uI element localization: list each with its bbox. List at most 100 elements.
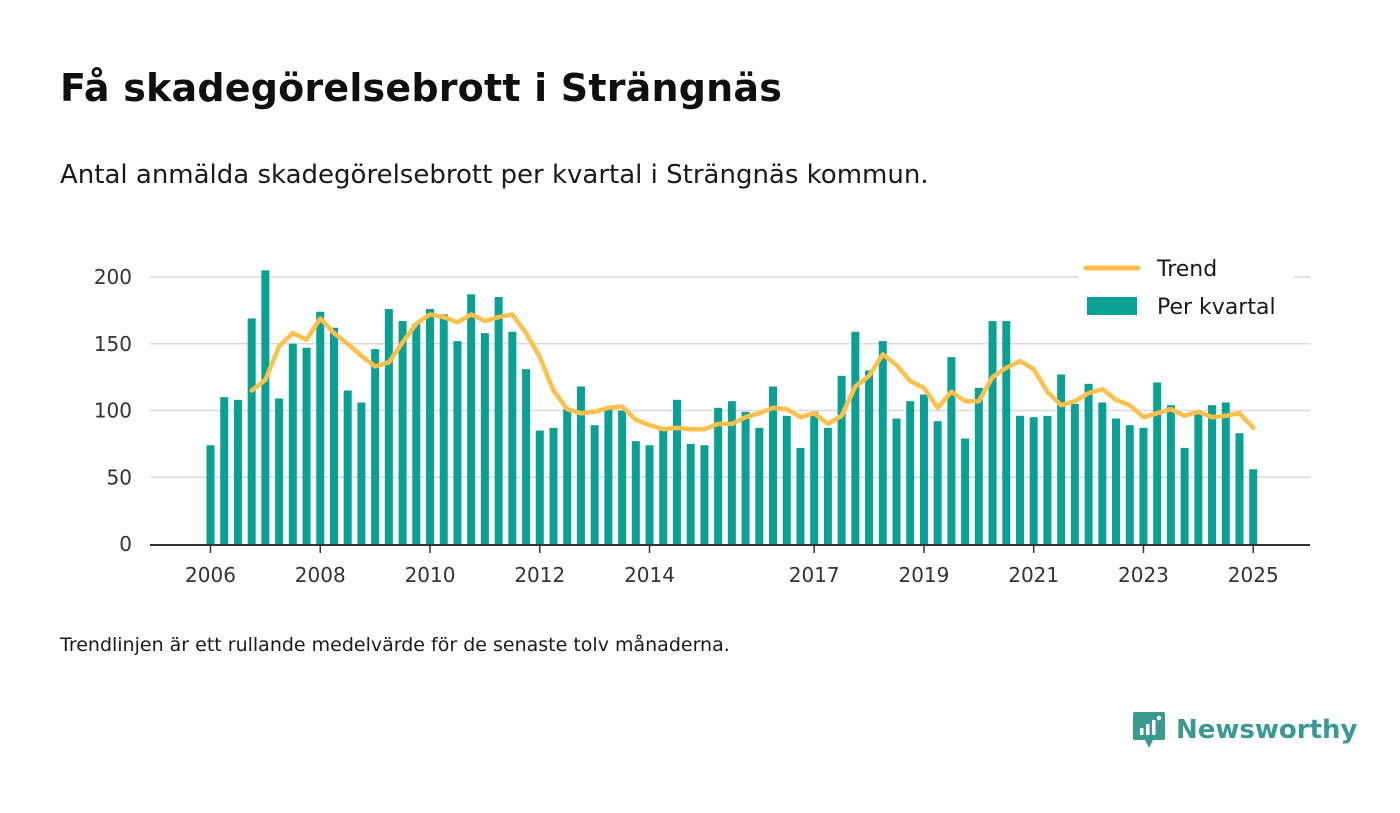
axes: 0 50 100 150 200 2006 2008 2010 2012 2014 2017 2019… — [94, 265, 1310, 587]
bar — [961, 438, 970, 544]
bar — [1180, 447, 1189, 544]
bar — [535, 430, 544, 544]
bar — [480, 333, 489, 544]
legend-bars-label: Per kvartal — [1157, 295, 1276, 320]
newsworthy-logo-icon — [1133, 712, 1165, 748]
bar — [727, 401, 736, 544]
bar — [659, 430, 668, 544]
bar — [796, 447, 805, 544]
bar — [769, 386, 778, 544]
bar — [247, 318, 256, 544]
x-tick-label: 2008 — [295, 563, 346, 587]
bar — [494, 297, 503, 544]
bar — [631, 441, 640, 544]
bar — [1249, 469, 1258, 544]
bar — [823, 427, 832, 544]
bar — [604, 409, 613, 544]
bar — [357, 402, 366, 544]
bar — [384, 309, 393, 544]
bar — [906, 401, 915, 544]
brand: Newsworthy — [1132, 710, 1357, 750]
bar — [1098, 402, 1107, 544]
bar — [1125, 425, 1134, 544]
bar — [741, 411, 750, 544]
bar — [1084, 383, 1093, 544]
x-tick-label: 2017 — [789, 563, 840, 587]
bar — [1139, 427, 1148, 544]
bar — [412, 323, 421, 544]
bar — [563, 409, 572, 544]
bar — [302, 347, 311, 544]
bar — [1194, 411, 1203, 544]
bar — [275, 398, 284, 544]
bar — [1070, 403, 1079, 544]
bar — [522, 369, 531, 544]
bar — [755, 427, 764, 544]
bar — [645, 445, 654, 544]
chart-title: Få skadegörelsebrott i Strängnäs — [60, 66, 783, 110]
x-tick-label: 2014 — [624, 563, 675, 587]
bar — [851, 331, 860, 544]
bar — [343, 390, 352, 544]
bar — [618, 410, 627, 544]
bar — [686, 443, 695, 544]
legend: Trend Per kvartal — [1078, 248, 1294, 326]
y-tick-label: 50 — [107, 465, 132, 489]
trend-line-group — [249, 312, 1256, 432]
bar — [947, 357, 956, 544]
trend-line — [249, 312, 1256, 432]
legend-trend-label: Trend — [1156, 257, 1217, 282]
bar — [508, 331, 517, 544]
y-tick-label: 0 — [119, 532, 132, 556]
y-tick-label: 200 — [94, 265, 132, 289]
footnote: Trendlinjen är ett rullande medelvärde f… — [60, 634, 730, 656]
x-tick-label: 2019 — [898, 563, 949, 587]
bar — [837, 375, 846, 544]
bar — [892, 418, 901, 544]
bar — [1208, 405, 1217, 544]
bars — [206, 270, 1258, 544]
y-tick-label: 100 — [94, 399, 132, 423]
bar — [988, 321, 997, 544]
bar — [398, 321, 407, 544]
bar — [1166, 405, 1175, 544]
bar — [1112, 418, 1121, 544]
bar — [1002, 321, 1011, 544]
bar — [549, 427, 558, 544]
bar — [1043, 415, 1052, 544]
bar — [261, 270, 270, 544]
x-tick-label: 2010 — [405, 563, 456, 587]
x-tick-label: 2021 — [1008, 563, 1059, 587]
bar — [782, 415, 791, 544]
x-tick-label: 2012 — [514, 563, 565, 587]
bar — [1015, 415, 1024, 544]
bar — [576, 386, 585, 544]
legend-bars-swatch — [1087, 297, 1137, 315]
bar — [316, 311, 325, 544]
bar — [933, 421, 942, 544]
bar — [810, 411, 819, 544]
bar — [439, 314, 448, 544]
bar — [426, 309, 435, 544]
bar — [1153, 382, 1162, 544]
bar — [1221, 402, 1230, 544]
bar — [974, 387, 983, 544]
y-tick-label: 150 — [94, 332, 132, 356]
bar — [206, 445, 215, 544]
bar — [700, 445, 709, 544]
chart-subtitle: Antal anmälda skadegörelsebrott per kvar… — [60, 160, 929, 190]
bar — [371, 349, 380, 544]
bar — [233, 399, 242, 544]
bar — [865, 370, 874, 544]
brand-name: Newsworthy — [1176, 715, 1358, 745]
bar — [220, 397, 229, 544]
x-tick-label: 2006 — [185, 563, 236, 587]
bar — [329, 327, 338, 544]
bar — [714, 407, 723, 544]
bar — [288, 343, 297, 544]
bar — [1057, 374, 1066, 544]
bar — [467, 294, 476, 544]
bar — [672, 399, 681, 544]
bar — [1235, 433, 1244, 544]
